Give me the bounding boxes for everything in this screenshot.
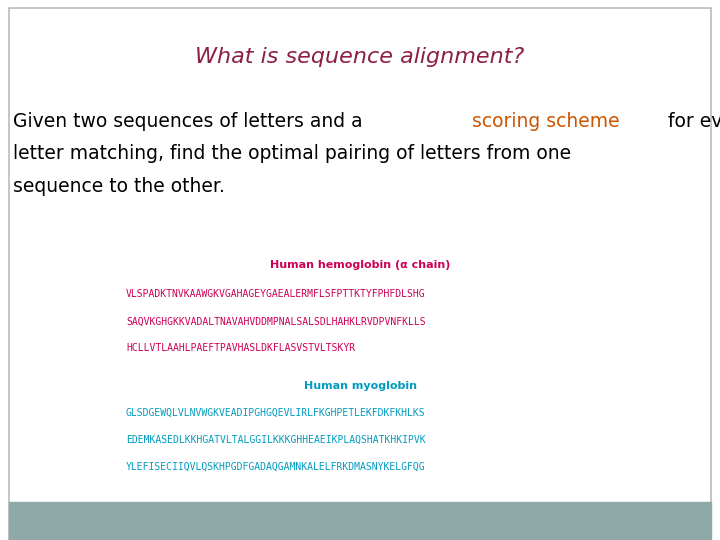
Text: Human hemoglobin (α chain): Human hemoglobin (α chain) [270, 260, 450, 269]
Text: HCLLVTLAAHLPAEFTPAVHASLDKFLASVSTVLTSKYR: HCLLVTLAAHLPAEFTPAVHASLDKFLASVSTVLTSKYR [126, 343, 355, 353]
Text: VLSPADKTNVKAAWGKVGAHAGEYGAEALERMFLSFPTTKTYFPHFDLSHG: VLSPADKTNVKAAWGKVGAHAGEYGAEALERMFLSFPTTK… [126, 289, 426, 299]
Bar [9, 502, 711, 540]
Text: What is sequence alignment?: What is sequence alignment? [195, 46, 525, 67]
Text: SAQVKGHGKKVADALTNAVAHVDDMPNALSALSDLHAHKLRVDPVNFKLLS: SAQVKGHGKKVADALTNAVAHVDDMPNALSALSDLHAHKL… [126, 316, 426, 326]
Text: EDEMKASEDLKKHGATVLTALGGILKKKGHHEAEIKPLAQSHATKHKIPVK: EDEMKASEDLKKHGATVLTALGGILKKKGHHEAEIKPLAQ… [126, 435, 426, 445]
Text: Given two sequences of letters and a: Given two sequences of letters and a [13, 112, 369, 131]
Text: GLSDGEWQLVLNVWGKVEADIPGHGQEVLIRLFKGHPETLEKFDKFKHLKS: GLSDGEWQLVLNVWGKVEADIPGHGQEVLIRLFKGHPETL… [126, 408, 426, 418]
Text: sequence to the other.: sequence to the other. [13, 177, 225, 196]
Text: letter matching, find the optimal pairing of letters from one: letter matching, find the optimal pairin… [13, 144, 571, 164]
Text: Human myoglobin: Human myoglobin [304, 381, 416, 391]
Text: scoring scheme: scoring scheme [472, 112, 619, 131]
Text: for evaluating: for evaluating [662, 112, 720, 131]
Text: YLEFISECIIQVLQSKHPGDFGADAQGAMNKALELFRKDMASNYKELGFQG: YLEFISECIIQVLQSKHPGDFGADAQGAMNKALELFRKDM… [126, 462, 426, 472]
